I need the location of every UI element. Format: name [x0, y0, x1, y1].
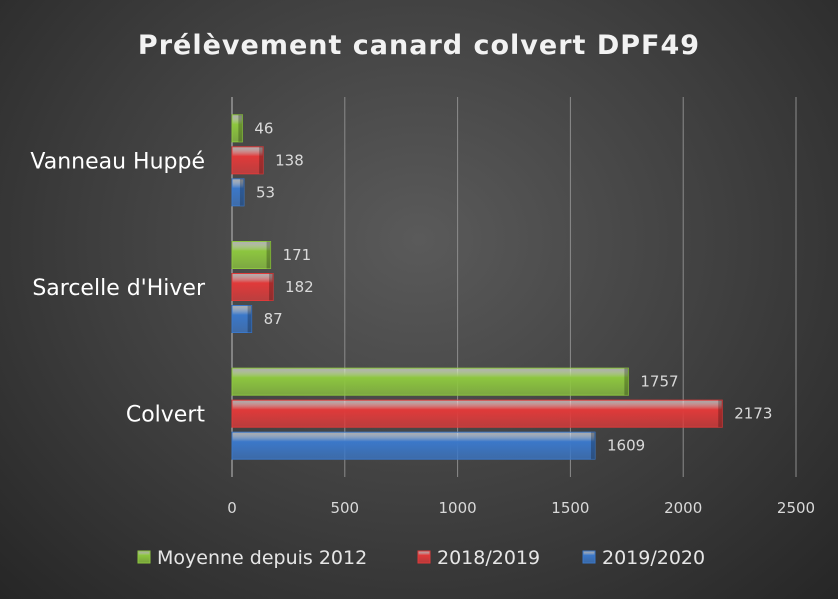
bar: [231, 367, 629, 396]
legend-swatch: [417, 550, 431, 564]
legend-swatch: [137, 550, 151, 564]
bars: [231, 114, 723, 460]
data-label: 1757: [640, 373, 678, 391]
x-tick-label: 500: [330, 499, 359, 517]
data-label: 182: [285, 278, 314, 296]
bar-end-cap: [259, 146, 264, 174]
data-label: 2173: [734, 405, 772, 423]
bar: [231, 146, 264, 175]
bar-end-cap: [238, 114, 243, 142]
x-tick-label: 2500: [777, 499, 815, 517]
x-tick-label: 1000: [439, 499, 477, 517]
legend-label: 2019/2020: [602, 547, 705, 569]
legend-label: 2018/2019: [437, 547, 540, 569]
bar-end-cap: [718, 400, 723, 428]
bar: [231, 399, 723, 428]
bar: [231, 114, 243, 143]
bar-end-cap: [269, 273, 274, 301]
category-label: Sarcelle d'Hiver: [32, 276, 206, 301]
data-label: 87: [264, 310, 283, 328]
bar-end-cap: [239, 178, 244, 206]
data-label: 46: [254, 119, 273, 137]
bar: [231, 241, 272, 269]
data-label: 171: [283, 246, 312, 264]
bar: [231, 273, 274, 301]
bar: [231, 431, 596, 460]
data-label: 1609: [607, 437, 645, 455]
x-tick-label: 1500: [551, 499, 589, 517]
legend-swatch: [582, 550, 596, 564]
x-tick-label: 0: [227, 499, 237, 517]
bar-end-cap: [590, 432, 595, 460]
category-labels: Colvert Sarcelle d'Hiver Vanneau Huppé: [30, 149, 206, 427]
legend-label: Moyenne depuis 2012: [157, 547, 367, 569]
bar: [231, 305, 253, 333]
bar-end-cap: [247, 305, 252, 333]
data-label: 138: [275, 151, 304, 169]
x-axis-ticks: 0 500 1000 1500 2000 2500: [227, 499, 815, 517]
chart-title: Prélèvement canard colvert DPF49: [138, 30, 700, 61]
data-label: 53: [256, 183, 275, 201]
category-label: Vanneau Huppé: [30, 149, 205, 174]
bar-end-cap: [624, 368, 629, 396]
legend: Moyenne depuis 2012 2018/2019 2019/2020: [137, 547, 705, 569]
category-label: Colvert: [126, 403, 206, 428]
x-tick-label: 2000: [664, 499, 702, 517]
bar: [231, 178, 245, 207]
bar-end-cap: [266, 241, 271, 269]
